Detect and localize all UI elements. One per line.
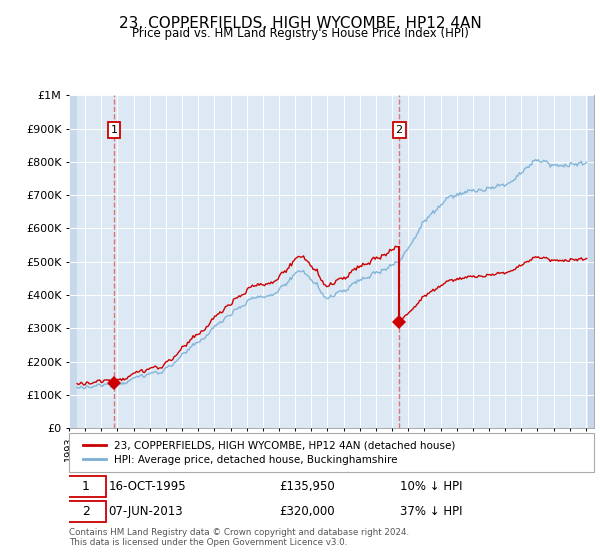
FancyBboxPatch shape	[67, 477, 106, 497]
Text: 1: 1	[110, 125, 118, 135]
Text: 37% ↓ HPI: 37% ↓ HPI	[400, 505, 462, 518]
Text: £135,950: £135,950	[279, 480, 335, 493]
Text: 23, COPPERFIELDS, HIGH WYCOMBE, HP12 4AN: 23, COPPERFIELDS, HIGH WYCOMBE, HP12 4AN	[119, 16, 481, 31]
Bar	[587, 95, 594, 428]
Bar	[69, 95, 77, 428]
Text: 16-OCT-1995: 16-OCT-1995	[109, 480, 186, 493]
FancyBboxPatch shape	[67, 501, 106, 521]
Text: 2: 2	[82, 505, 90, 518]
Text: Contains HM Land Registry data © Crown copyright and database right 2024.
This d: Contains HM Land Registry data © Crown c…	[69, 528, 409, 547]
Text: 07-JUN-2013: 07-JUN-2013	[109, 505, 183, 518]
Text: 1: 1	[82, 480, 90, 493]
Text: £320,000: £320,000	[279, 505, 335, 518]
Legend: 23, COPPERFIELDS, HIGH WYCOMBE, HP12 4AN (detached house), HPI: Average price, d: 23, COPPERFIELDS, HIGH WYCOMBE, HP12 4AN…	[79, 437, 458, 468]
FancyBboxPatch shape	[69, 433, 594, 472]
Text: 10% ↓ HPI: 10% ↓ HPI	[400, 480, 462, 493]
Text: 2: 2	[395, 125, 403, 135]
Text: Price paid vs. HM Land Registry's House Price Index (HPI): Price paid vs. HM Land Registry's House …	[131, 27, 469, 40]
